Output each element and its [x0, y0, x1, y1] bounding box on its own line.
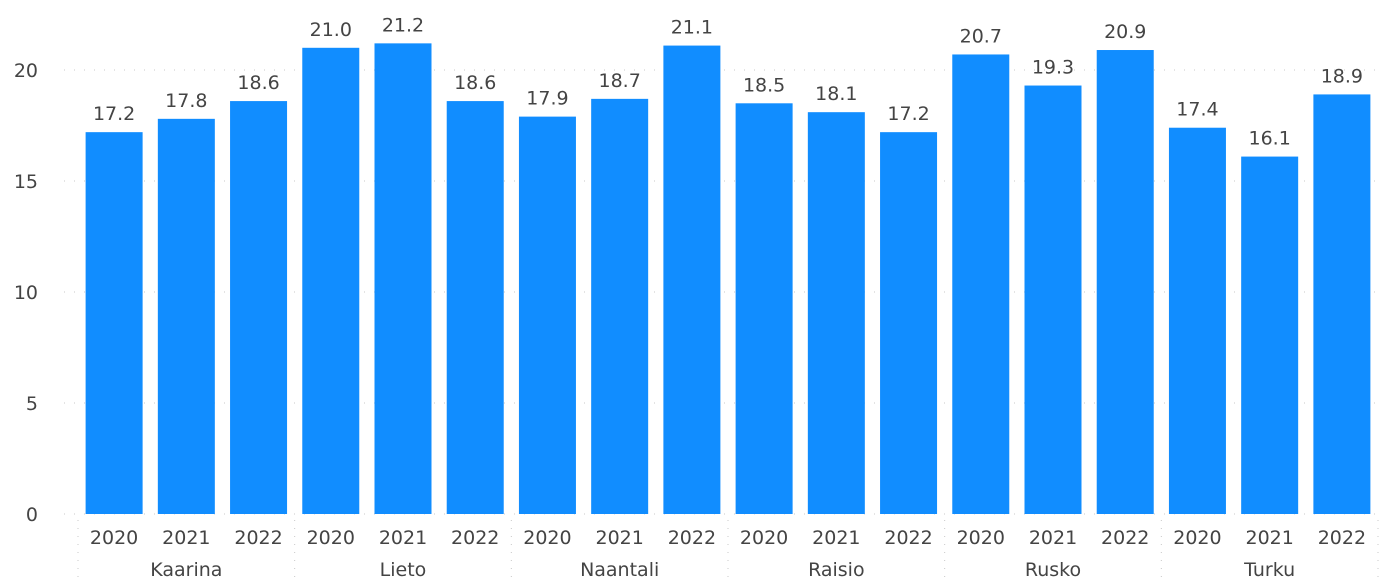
x-tick-label: 2020	[740, 527, 788, 549]
x-tick-label: 2021	[1245, 527, 1293, 549]
data-label: 16.1	[1249, 128, 1291, 150]
data-label: 18.9	[1321, 65, 1363, 87]
group-label: Raisio	[808, 559, 865, 581]
y-tick-label: 5	[26, 393, 38, 415]
group-axis: Kaarina Lieto Naantali Raisio Rusko Turku	[150, 559, 1295, 581]
x-tick-label: 2022	[1101, 527, 1149, 549]
x-tick-label: 2022	[451, 527, 499, 549]
bar	[157, 118, 215, 514]
bar	[1024, 85, 1082, 514]
x-axis: 2020 2021 2022 2020 2021 2022 2020 2021 2022 2020…	[90, 527, 1366, 549]
group-label: Kaarina	[150, 559, 222, 581]
group-label: Lieto	[380, 559, 427, 581]
data-label: 20.9	[1104, 21, 1146, 43]
group-label: Naantali	[580, 559, 659, 581]
group-label: Rusko	[1025, 559, 1081, 581]
x-tick-label: 2021	[812, 527, 860, 549]
data-label: 21.1	[671, 17, 713, 39]
data-label: 21.0	[310, 19, 352, 41]
bar	[807, 112, 865, 515]
bar	[1168, 127, 1226, 514]
bar	[85, 132, 143, 514]
data-label: 18.6	[237, 72, 279, 94]
bar	[952, 54, 1010, 515]
bar	[880, 132, 938, 514]
x-tick-label: 2022	[234, 527, 282, 549]
x-tick-label: 2022	[1318, 527, 1366, 549]
x-tick-label: 2020	[523, 527, 571, 549]
data-label: 17.9	[526, 88, 568, 110]
group-label: Turku	[1243, 559, 1295, 581]
bar	[230, 101, 288, 514]
data-label: 20.7	[960, 25, 1002, 47]
y-tick-label: 0	[26, 504, 38, 526]
data-label: 17.2	[887, 103, 929, 125]
x-tick-label: 2020	[1173, 527, 1221, 549]
data-label: 18.6	[454, 72, 496, 94]
x-tick-label: 2022	[668, 527, 716, 549]
y-tick-label: 20	[14, 60, 38, 82]
bar	[663, 45, 721, 515]
data-label: 17.4	[1176, 99, 1218, 121]
data-label: 18.1	[815, 83, 857, 105]
x-tick-label: 2020	[957, 527, 1005, 549]
x-tick-label: 2021	[1029, 527, 1077, 549]
y-tick-label: 15	[14, 171, 38, 193]
bar	[1241, 156, 1299, 514]
data-label: 21.2	[382, 14, 424, 36]
data-labels: 17.2 17.8 18.6 21.0 21.2 18.6 17.9 18.7 21.1 18.5…	[93, 14, 1363, 149]
bar	[446, 101, 504, 514]
bar	[1096, 50, 1154, 515]
y-tick-label: 10	[14, 282, 38, 304]
group-separators	[77, 520, 1379, 584]
x-tick-label: 2021	[162, 527, 210, 549]
y-axis: 0 5 10 15 20	[14, 60, 38, 526]
bars	[85, 43, 1371, 515]
x-tick-label: 2022	[884, 527, 932, 549]
data-label: 17.2	[93, 103, 135, 125]
bar	[1313, 94, 1371, 515]
bar	[735, 103, 793, 515]
data-label: 19.3	[1032, 57, 1074, 79]
bar	[302, 47, 360, 515]
x-tick-label: 2021	[595, 527, 643, 549]
bar	[374, 43, 432, 515]
bar	[518, 116, 576, 515]
x-tick-label: 2020	[307, 527, 355, 549]
data-label: 18.7	[599, 70, 641, 92]
bar	[591, 98, 649, 515]
data-label: 17.8	[165, 90, 207, 112]
x-tick-label: 2021	[379, 527, 427, 549]
x-tick-label: 2020	[90, 527, 138, 549]
data-label: 18.5	[743, 74, 785, 96]
